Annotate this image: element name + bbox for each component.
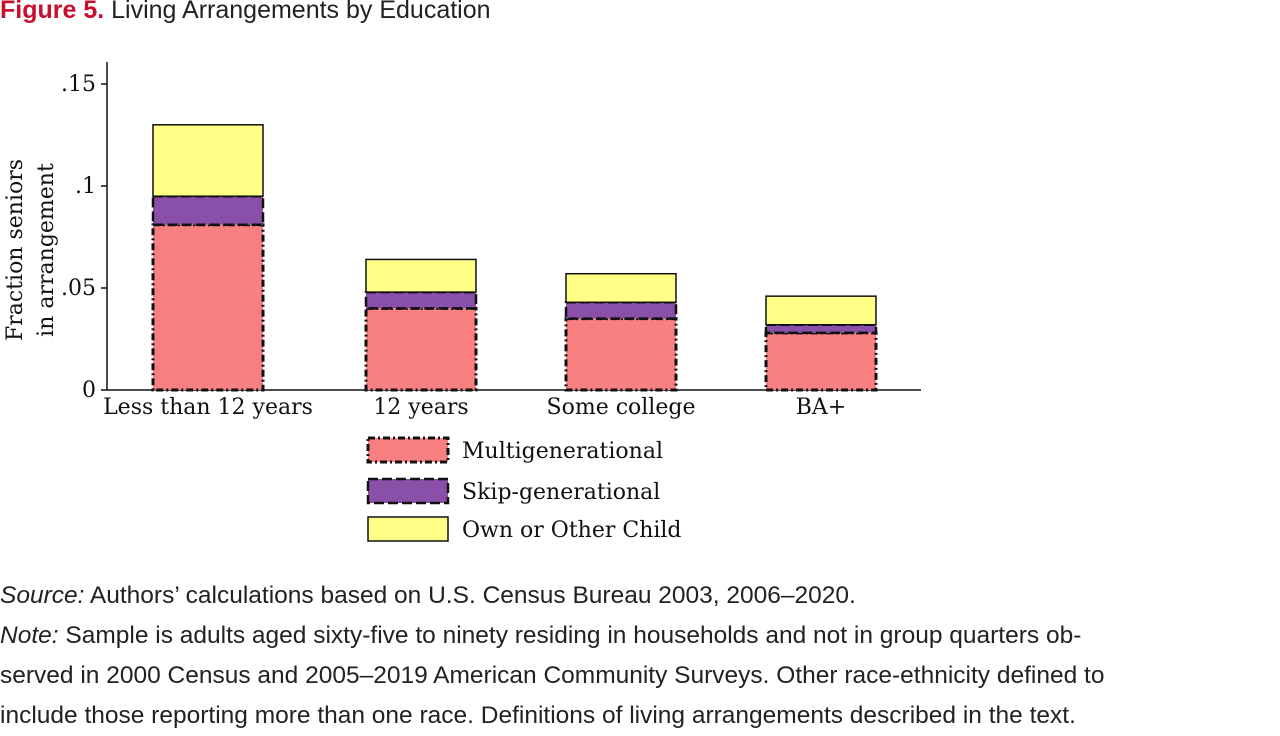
bar-skip-generational	[564, 301, 678, 320]
figure-label: Figure 5.	[0, 0, 105, 24]
note-line-1: Note: Sample is adults aged sixty-five t…	[0, 616, 1280, 656]
y-tick-label: .1	[75, 174, 96, 199]
note-text-1: Sample is adults aged sixty-five to nine…	[58, 622, 1082, 649]
bars	[151, 124, 878, 392]
chart-svg: Fraction seniors in arrangement 0 .05 .1 .1…	[3, 62, 921, 543]
note-line-3: include those reporting more than one ra…	[0, 702, 1076, 729]
note-line-2: served in 2000 Census and 2005–2019 Amer…	[0, 662, 1105, 689]
x-tick-label: 12 years	[373, 395, 468, 420]
bar-skip-generational	[151, 194, 265, 227]
bar-multigenerational	[764, 331, 878, 392]
bar-multigenerational	[151, 223, 265, 392]
figure-title: Figure 5. Living Arrangements by Educati…	[0, 0, 491, 26]
x-tick-label: BA+	[796, 395, 847, 420]
bar-own-or-other-child	[152, 124, 264, 197]
y-tick-label: .15	[61, 72, 96, 97]
bar-own-or-other-child	[565, 272, 677, 304]
figure-notes: Source: Authors’ calculations based on U…	[0, 576, 1280, 736]
bar-own-or-other-child	[365, 258, 477, 293]
x-tick-labels: Less than 12 years 12 years Some college BA…	[103, 395, 846, 420]
y-axis-label: Fraction seniors in arrangement	[3, 159, 59, 341]
bar-multigenerational	[364, 306, 478, 392]
y-tick-label: 0	[82, 378, 96, 403]
x-tick-label: Some college	[547, 395, 696, 420]
y-ticks: 0 .05 .1 .15	[61, 72, 107, 403]
bar-own-or-other-child	[765, 295, 877, 326]
legend-label-own-or-other-child: Own or Other Child	[462, 518, 682, 543]
figure-title-text: Living Arrangements by Education	[111, 0, 491, 24]
legend-label-skip-generational: Skip-generational	[462, 480, 660, 505]
legend-swatch-skip-generational	[366, 477, 450, 505]
y-tick-label: .05	[61, 276, 96, 301]
legend-swatch-own-or-other-child	[367, 516, 449, 542]
legend-label-multigenerational: Multigenerational	[462, 439, 663, 464]
bar-multigenerational	[564, 317, 678, 392]
y-axis-label-line1: Fraction seniors	[3, 159, 28, 341]
source-label: Source:	[0, 582, 85, 609]
legend: Multigenerational Skip-generational Own or…	[366, 436, 682, 543]
x-tick-label: Less than 12 years	[103, 395, 313, 420]
source-text: Authors’ calculations based on U.S. Cens…	[84, 582, 856, 609]
bar-skip-generational	[364, 290, 478, 310]
note-label: Note:	[0, 622, 59, 649]
source-line: Source: Authors’ calculations based on U…	[0, 576, 1280, 616]
legend-swatch-multigenerational	[366, 436, 450, 464]
y-axis-label-line2: in arrangement	[34, 163, 59, 337]
bar-skip-generational	[764, 323, 878, 335]
